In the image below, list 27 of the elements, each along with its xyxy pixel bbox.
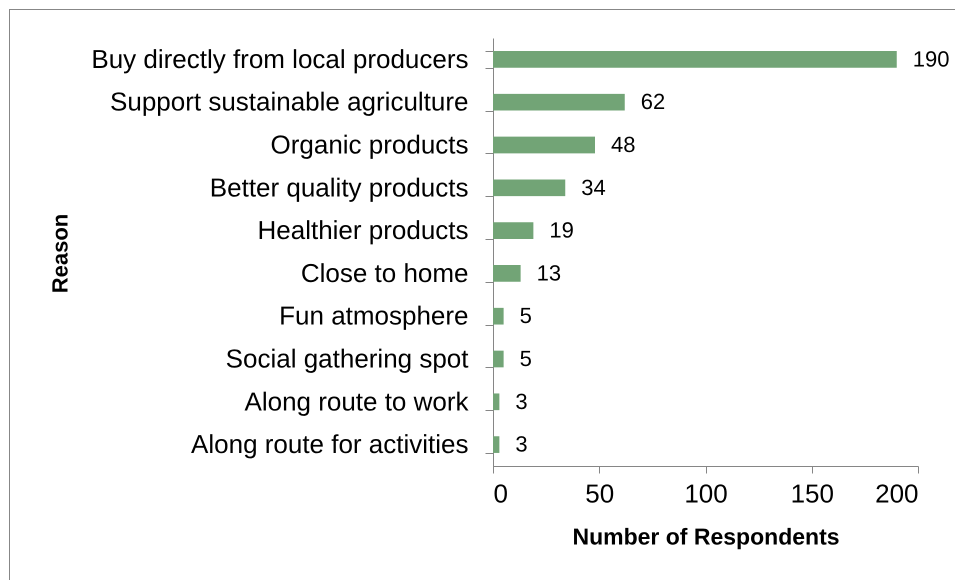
data-label: 5 <box>520 303 532 328</box>
y-tick-label: Along route for activities <box>191 429 468 460</box>
y-tick-label: Social gathering spot <box>226 344 470 374</box>
x-tick-label: 0 <box>494 478 508 508</box>
y-tick-label: Along route to work <box>244 386 470 416</box>
data-label: 5 <box>520 346 532 371</box>
y-axis-title: Reason <box>48 214 72 294</box>
x-tick-label: 200 <box>875 478 918 508</box>
x-tick-label: 100 <box>684 478 728 508</box>
y-tick-label: Healthier products <box>258 215 468 246</box>
data-label: 48 <box>611 132 636 157</box>
x-tick-label: 50 <box>585 478 614 508</box>
data-label: 190 <box>912 46 950 72</box>
y-tick-label: Close to home <box>300 258 468 288</box>
x-tick-label: 150 <box>790 478 834 508</box>
x-axis-title: Number of Respondents <box>572 524 840 550</box>
y-tick-label: Organic products <box>270 130 468 160</box>
data-label: 13 <box>536 260 562 286</box>
data-label: 3 <box>515 432 528 457</box>
y-tick-label: Better quality products <box>210 172 468 202</box>
data-label: 3 <box>515 388 528 414</box>
y-tick-label: Support sustainable agriculture <box>110 86 468 117</box>
y-tick-label: Buy directly from local producers <box>91 44 468 74</box>
y-tick-label: Fun atmosphere <box>279 300 468 331</box>
data-label: 62 <box>640 89 666 114</box>
data-label: 19 <box>549 218 574 243</box>
data-label: 34 <box>581 174 606 200</box>
